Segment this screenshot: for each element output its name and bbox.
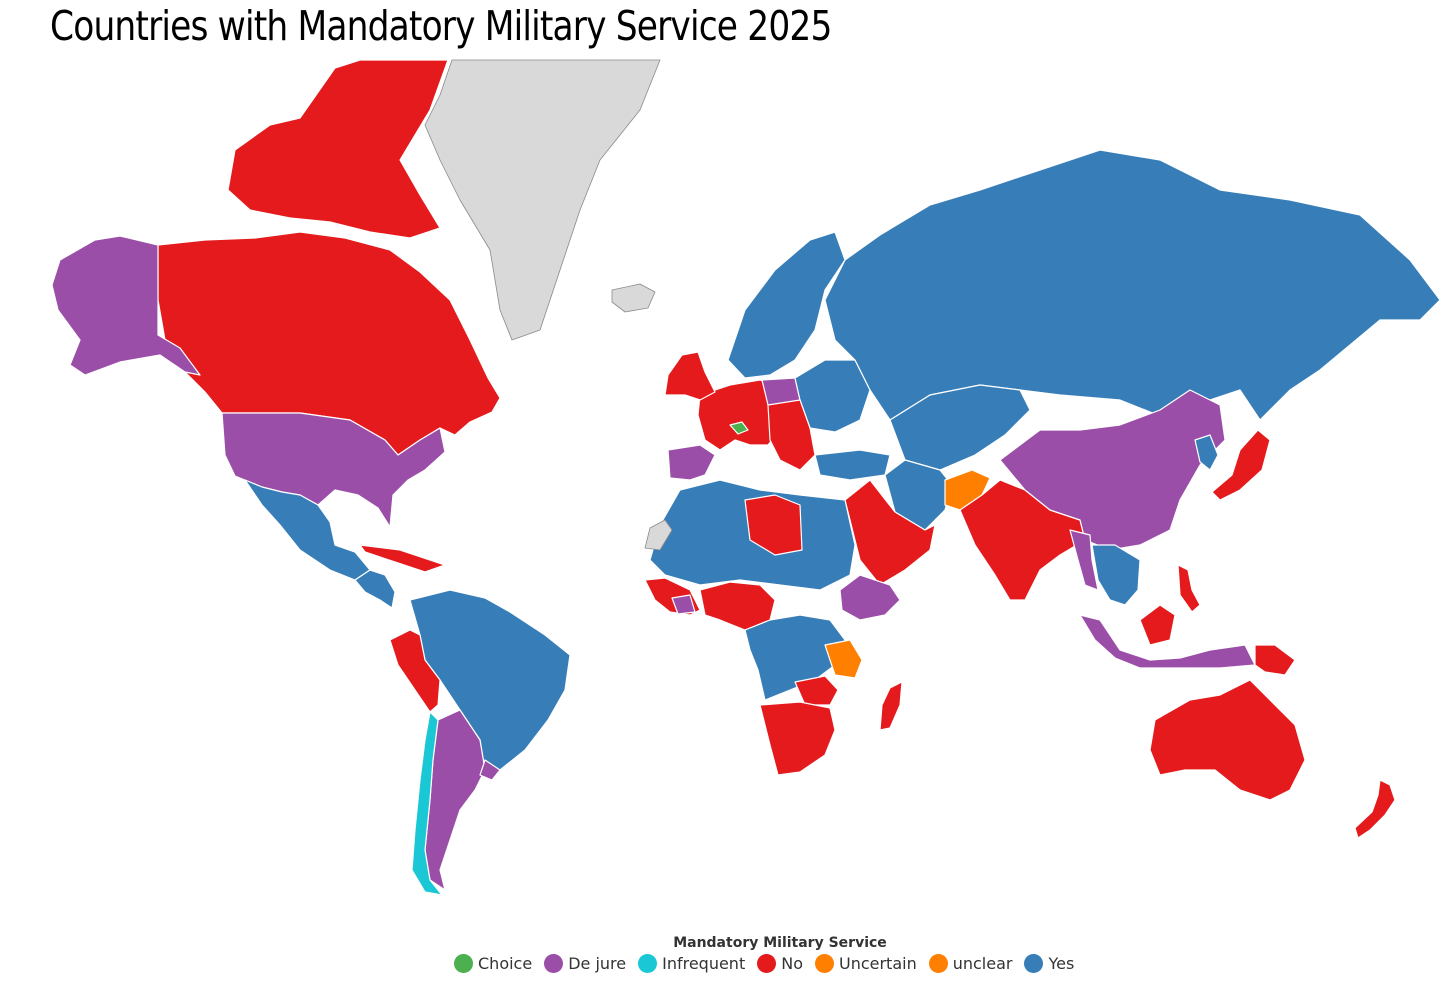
country-japan[interactable] xyxy=(1211,429,1271,501)
legend-swatch-de-jure xyxy=(544,954,564,973)
legend-item-infrequent[interactable]: Infrequent xyxy=(638,954,745,973)
country-myanmar[interactable] xyxy=(1069,529,1099,591)
country-uruguay[interactable] xyxy=(479,759,501,781)
region-southern-africa[interactable] xyxy=(759,701,836,776)
country-philippines[interactable] xyxy=(1177,564,1201,613)
country-png[interactable] xyxy=(1254,644,1296,676)
legend-item-yes[interactable]: Yes xyxy=(1024,954,1074,973)
region-uk-ireland[interactable] xyxy=(664,351,716,401)
country-turkey[interactable] xyxy=(814,449,891,481)
country-libya[interactable] xyxy=(744,494,803,556)
country-greenland[interactable] xyxy=(424,59,661,341)
legend-label-unclear: unclear xyxy=(952,954,1013,973)
country-tanzania[interactable] xyxy=(824,639,863,679)
region-scandinavia[interactable] xyxy=(727,231,846,379)
legend-swatch-no xyxy=(757,954,777,973)
legend-title: Mandatory Military Service xyxy=(673,935,887,951)
legend-label-no: No xyxy=(781,954,803,973)
country-russia[interactable] xyxy=(824,149,1441,421)
country-alaska[interactable] xyxy=(51,235,201,376)
legend-swatch-unclear xyxy=(928,954,948,973)
legend-label-uncertain: Uncertain xyxy=(838,954,917,973)
country-iceland[interactable] xyxy=(611,283,656,313)
country-ethiopia[interactable] xyxy=(839,574,901,621)
country-indonesia[interactable] xyxy=(1079,614,1256,669)
region-peru-ecuador[interactable] xyxy=(389,629,441,713)
world-map[interactable] xyxy=(0,55,1456,930)
legend-item-uncertain[interactable]: Uncertain xyxy=(814,954,917,973)
region-iberia[interactable] xyxy=(667,444,716,481)
country-chile[interactable] xyxy=(411,711,443,896)
country-madagascar[interactable] xyxy=(879,681,903,731)
legend-items: Choice De jure Infrequent No Uncertain u… xyxy=(454,954,1074,973)
region-arabian-peninsula[interactable] xyxy=(844,479,936,586)
legend-swatch-infrequent xyxy=(638,954,658,973)
region-balkans[interactable] xyxy=(767,399,816,471)
legend-swatch-choice xyxy=(454,954,473,973)
region-zambia[interactable] xyxy=(794,675,839,706)
legend-label-choice: Choice xyxy=(478,954,533,973)
region-western-sahara[interactable] xyxy=(644,519,673,551)
country-australia[interactable] xyxy=(1149,679,1306,801)
legend-label-de-jure: De jure xyxy=(568,954,627,973)
country-china[interactable] xyxy=(999,389,1226,551)
legend-swatch-yes xyxy=(1024,954,1044,973)
country-mexico[interactable] xyxy=(244,479,371,581)
legend-item-de-jure[interactable]: De jure xyxy=(544,954,626,973)
region-indochina[interactable] xyxy=(1091,544,1141,606)
legend-label-infrequent: Infrequent xyxy=(662,954,746,973)
region-korea[interactable] xyxy=(1194,434,1219,471)
region-borneo[interactable] xyxy=(1139,604,1176,646)
legend-item-choice[interactable]: Choice xyxy=(454,954,532,973)
region-central-america[interactable] xyxy=(354,569,396,609)
region-south-asia[interactable] xyxy=(959,479,1086,601)
map-legend: Mandatory Military Service Choice De jur… xyxy=(0,934,1456,984)
region-central-africa[interactable] xyxy=(744,614,846,701)
legend-swatch-uncertain xyxy=(814,954,834,973)
country-new-zealand[interactable] xyxy=(1354,779,1396,839)
legend-item-unclear[interactable]: unclear xyxy=(928,954,1013,973)
country-switzerland[interactable] xyxy=(729,421,749,435)
legend-item-no[interactable]: No xyxy=(757,954,803,973)
country-ivory-coast[interactable] xyxy=(671,594,696,615)
country-canada[interactable] xyxy=(157,231,501,456)
map-title: Countries with Mandatory Military Servic… xyxy=(50,2,832,50)
region-caribbean[interactable] xyxy=(359,544,446,573)
legend-label-yes: Yes xyxy=(1048,954,1075,973)
country-canada-arctic[interactable] xyxy=(227,59,449,239)
